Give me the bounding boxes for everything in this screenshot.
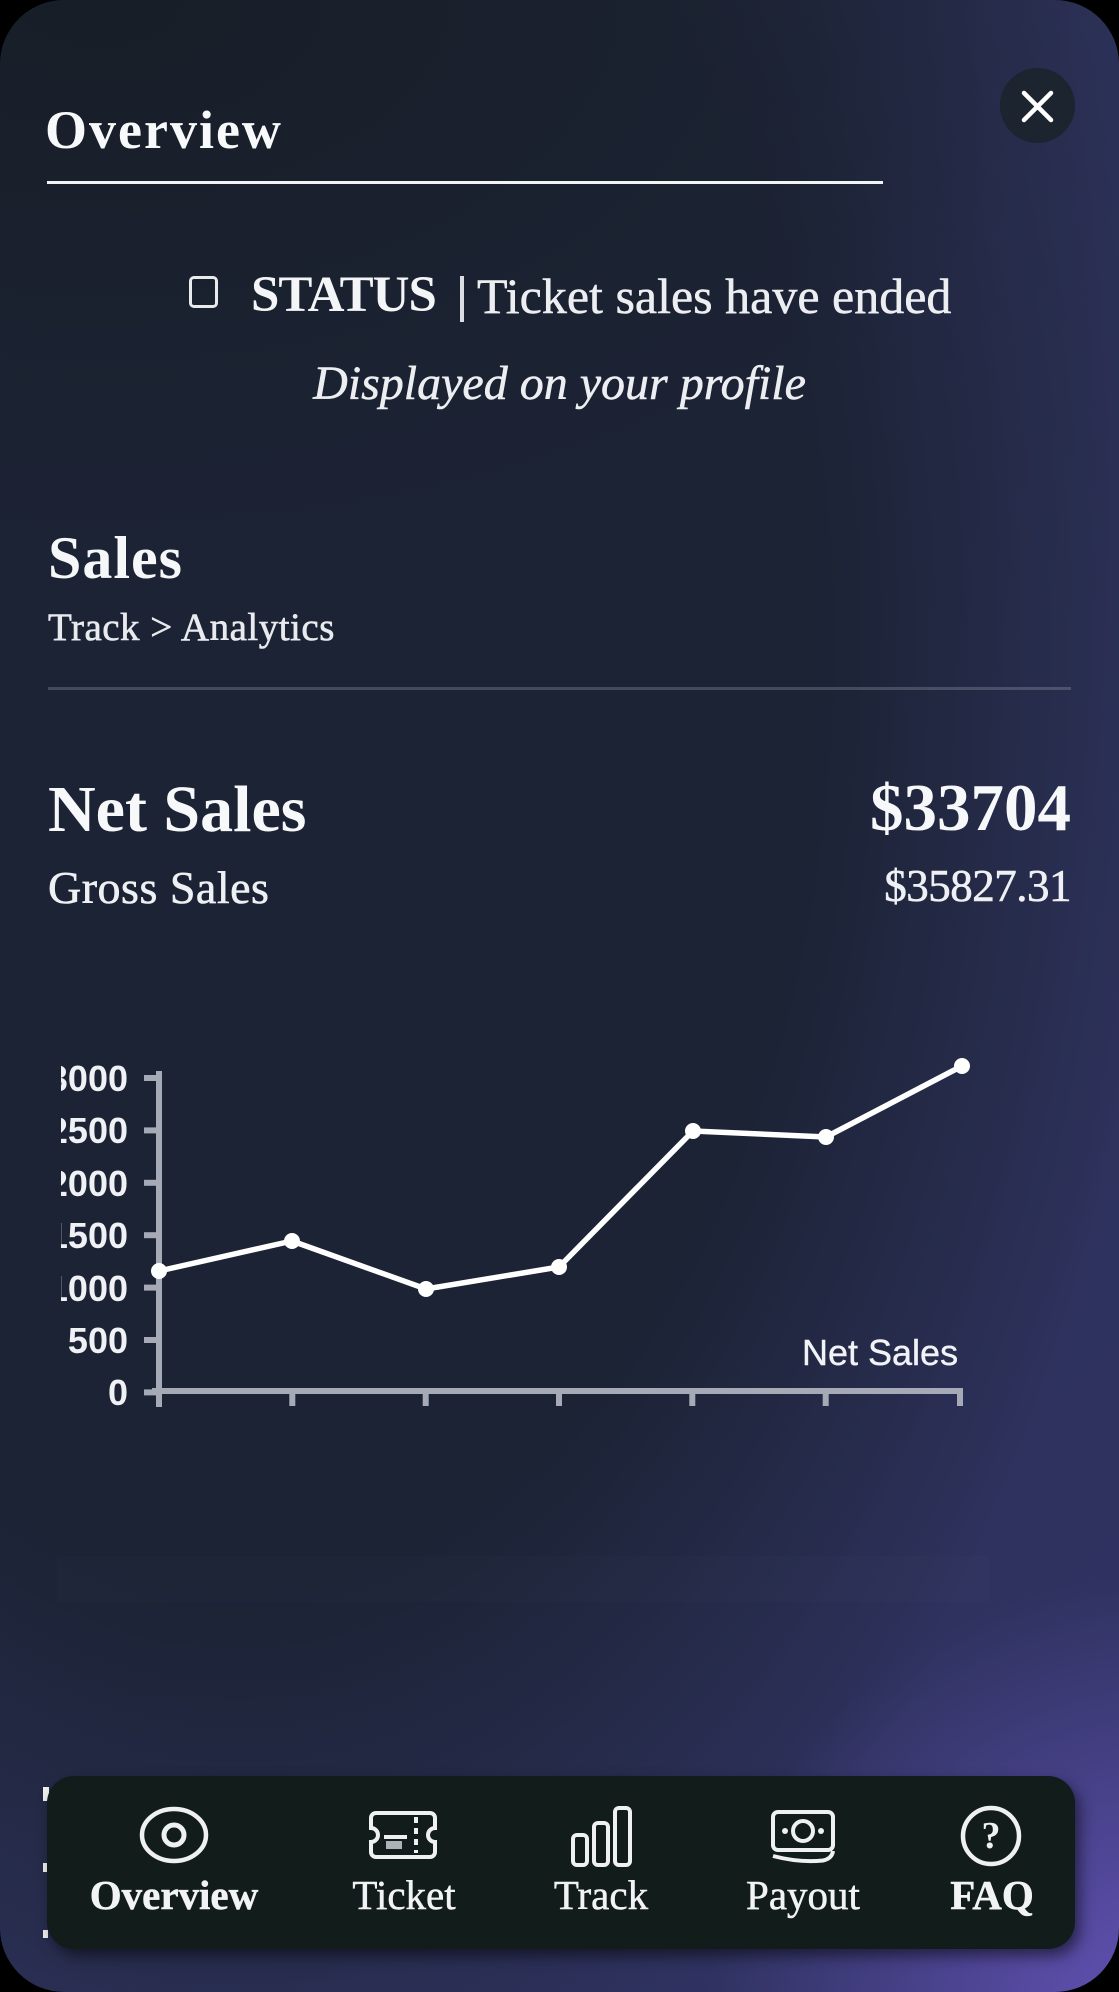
svg-text:?: ? (982, 1815, 1001, 1857)
